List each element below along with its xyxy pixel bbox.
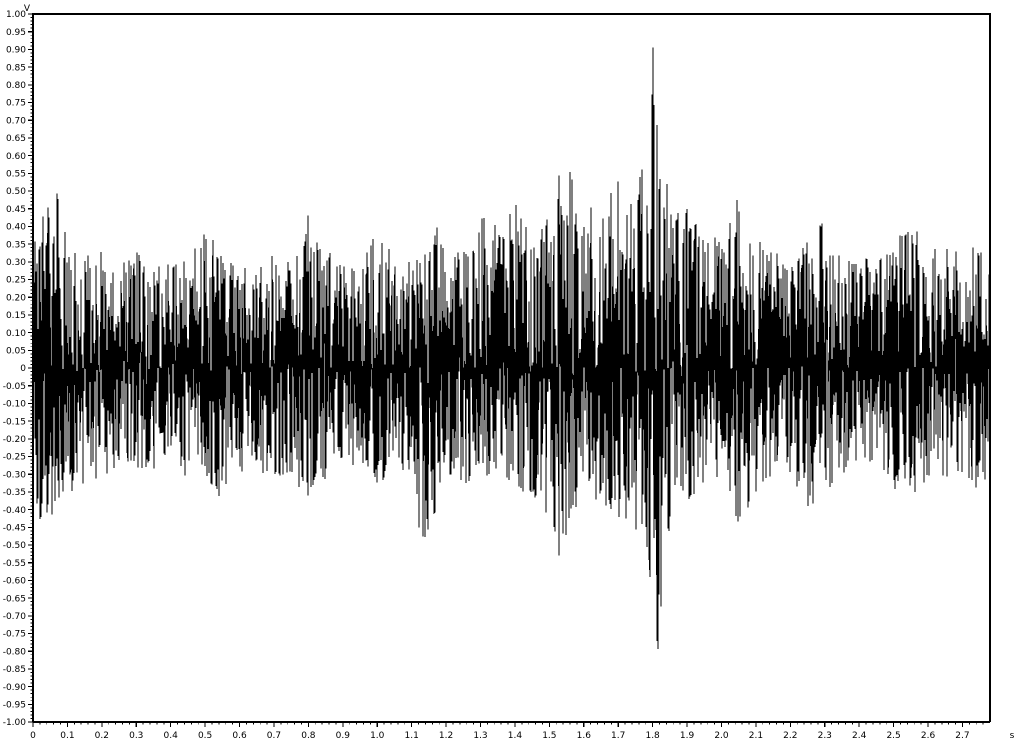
y-tick-label: 0.55 — [6, 170, 26, 180]
y-tick-label: -1.00 — [3, 718, 27, 728]
x-tick-label: 2.0 — [714, 731, 729, 741]
y-tick-label: 0.20 — [6, 293, 26, 303]
y-unit-label: V — [24, 4, 31, 14]
x-tick-label: 2.2 — [783, 731, 797, 741]
y-tick-label: -0.95 — [3, 701, 26, 711]
y-tick-label: 0 — [20, 364, 26, 374]
y-tick-label: -0.70 — [3, 612, 27, 622]
x-unit-label: s — [1010, 731, 1015, 741]
x-tick-label: 2.7 — [955, 731, 969, 741]
x-tick-label: 0.2 — [95, 731, 109, 741]
x-tick-label: 2.1 — [749, 731, 763, 741]
y-tick-label: -0.20 — [3, 435, 27, 445]
x-tick-label: 0.8 — [301, 731, 316, 741]
y-tick-label: 0.40 — [6, 223, 26, 233]
y-tick-label: -0.30 — [3, 470, 27, 480]
x-tick-label: 1.6 — [577, 731, 592, 741]
x-tick-label: 0.9 — [336, 731, 351, 741]
y-tick-label: -0.25 — [3, 453, 26, 463]
y-tick-label: -0.75 — [3, 630, 26, 640]
y-tick-label: 0.25 — [6, 276, 26, 286]
y-tick-label: -0.90 — [3, 683, 27, 693]
x-tick-label: 1.5 — [542, 731, 556, 741]
y-tick-label: 0.05 — [6, 347, 26, 357]
y-tick-label: 0.45 — [6, 205, 26, 215]
x-tick-label: 1.3 — [473, 731, 487, 741]
x-tick-label: 0.3 — [129, 731, 143, 741]
y-tick-label: 0.50 — [6, 187, 26, 197]
plot-frame — [32, 13, 991, 722]
y-tick-label: -0.55 — [3, 559, 26, 569]
waveform-trace — [32, 47, 991, 650]
x-tick-label: 1.2 — [439, 731, 453, 741]
y-tick-label: 0.35 — [6, 240, 26, 250]
y-tick-label: 1.00 — [6, 10, 26, 20]
x-tick-label: 1.8 — [645, 731, 660, 741]
y-tick-label: 0.10 — [6, 329, 26, 339]
x-tick-label: 2.4 — [852, 731, 867, 741]
x-tick-label: 0.4 — [164, 731, 179, 741]
y-tick-label: 0.70 — [6, 116, 26, 126]
y-tick-label: 0.60 — [6, 152, 26, 162]
y-tick-label: 0.95 — [6, 28, 26, 38]
y-tick-label: 0.15 — [6, 311, 26, 321]
y-tick-label: -0.65 — [3, 594, 26, 604]
x-tick-label: 1.7 — [611, 731, 625, 741]
y-tick-label: -0.40 — [3, 506, 27, 516]
y-tick-label: 0.30 — [6, 258, 26, 268]
y-tick-label: 0.85 — [6, 63, 26, 73]
x-tick-label: 0.1 — [60, 731, 74, 741]
y-tick-label: 0.90 — [6, 46, 26, 56]
y-tick-label: -0.85 — [3, 665, 26, 675]
x-tick-label: 2.6 — [921, 731, 936, 741]
y-tick-label: -0.05 — [3, 382, 26, 392]
x-tick-label: 2.3 — [818, 731, 832, 741]
y-tick-label: 0.65 — [6, 134, 26, 144]
x-tick-label: 0.6 — [232, 731, 247, 741]
x-tick-label: 1.0 — [370, 731, 385, 741]
y-tick-label: 0.80 — [6, 81, 26, 91]
x-tick-label: 1.4 — [508, 731, 523, 741]
y-tick-label: -0.50 — [3, 541, 27, 551]
y-tick-label: -0.15 — [3, 417, 26, 427]
x-tick-label: 0.5 — [198, 731, 212, 741]
x-tick-label: 0.7 — [267, 731, 281, 741]
x-tick-label: 1.9 — [680, 731, 695, 741]
y-tick-label: -0.35 — [3, 488, 26, 498]
x-tick-label: 2.5 — [886, 731, 900, 741]
y-tick-label: -0.10 — [3, 400, 27, 410]
y-tick-label: -0.60 — [3, 577, 27, 587]
x-tick-label: 0 — [30, 731, 36, 741]
y-tick-label: -0.45 — [3, 524, 26, 534]
x-tick-label: 1.1 — [405, 731, 419, 741]
y-tick-label: -0.80 — [3, 647, 27, 657]
y-tick-label: 0.75 — [6, 99, 26, 109]
